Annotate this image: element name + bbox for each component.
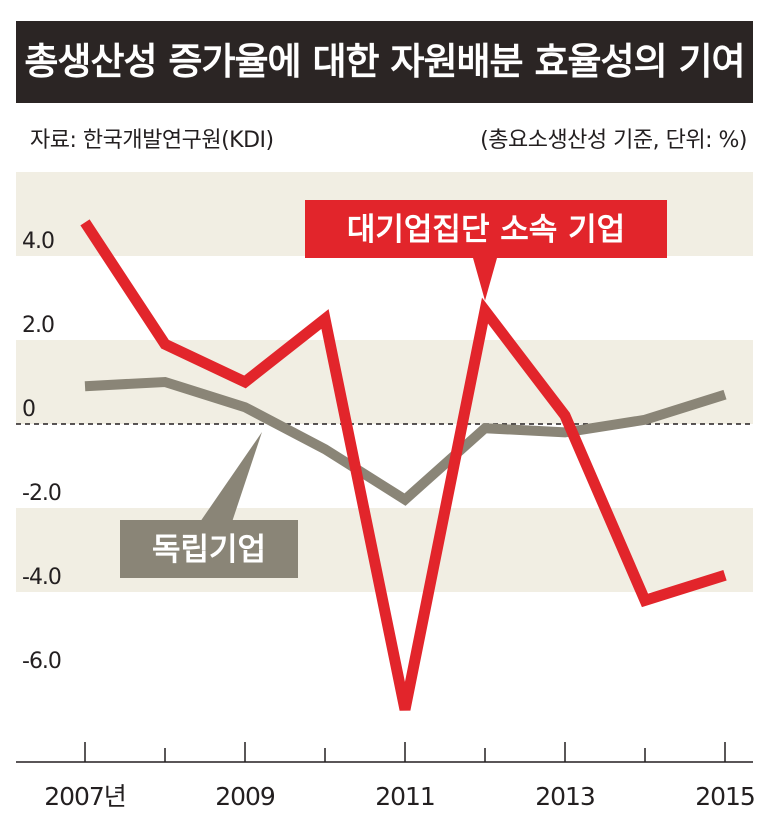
x-tick-label: 2013 — [535, 782, 595, 811]
y-axis-tick-labels: 4.0 2.0 0 -2.0 -4.0 -6.0 — [22, 229, 62, 674]
callout-pointer-chaebol — [473, 258, 497, 301]
y-tick-label: 0 — [22, 397, 35, 422]
series-line-chaebol — [80, 219, 727, 711]
unit-note: (총요소생산성 기준, 단위: %) — [480, 128, 747, 153]
x-tick-label: 2011 — [375, 782, 435, 811]
y-tick-label: 2.0 — [22, 313, 54, 338]
source-note: 자료: 한국개발연구원(KDI) — [30, 128, 274, 153]
y-tick-label: -6.0 — [22, 649, 61, 674]
y-tick-label: 4.0 — [22, 229, 54, 254]
y-tick-label: -2.0 — [22, 481, 61, 506]
y-tick-label: -4.0 — [22, 565, 61, 590]
series-label-independent: 독립기업 — [152, 532, 266, 568]
series-line-independent — [84, 376, 727, 506]
callout-pointer-independent — [200, 432, 262, 522]
series-lines — [80, 219, 727, 711]
x-tick-label: 2007년 — [44, 782, 126, 811]
callout-box-chaebol — [305, 200, 667, 258]
x-tick-label: 2009 — [215, 782, 275, 811]
series-label-chaebol: 대기업집단 소속 기업 — [347, 212, 625, 248]
chart-title: 총생산성 증가율에 대한 자원배분 효율성의 기여도 — [16, 21, 753, 165]
callout-box-independent — [120, 520, 298, 578]
x-tick-label: 2015 — [695, 782, 755, 811]
x-axis: 2007년 2009 2011 2013 2015 — [16, 742, 756, 811]
